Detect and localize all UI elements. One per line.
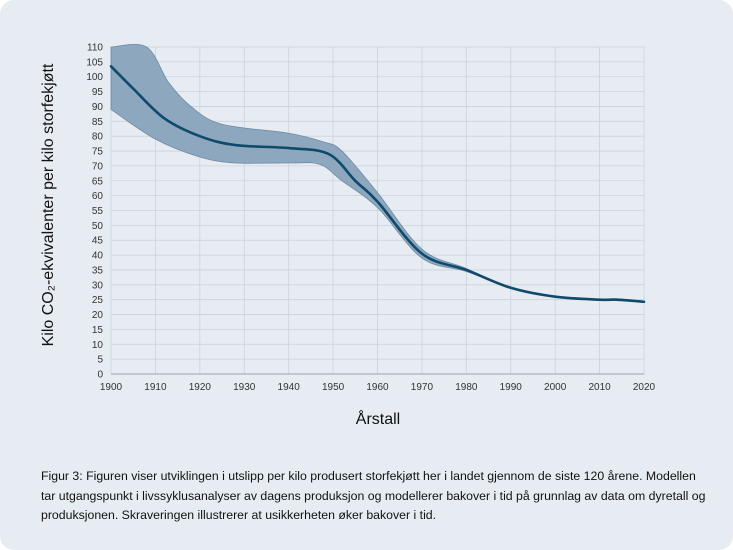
y-tick-label: 75 <box>92 147 104 158</box>
x-tick-label: 1980 <box>455 382 478 393</box>
grid-lines <box>110 46 645 375</box>
line-chart: 0 5 10 15 20 25 30 35 40 45 50 55 60 65 70 75 80 85 90 95 10… <box>40 43 656 429</box>
y-tick-label: 50 <box>92 221 104 232</box>
y-tick-label: 100 <box>86 72 103 83</box>
x-tick-labels: 1900 1910 1920 1930 1940 1950 1960 1970 1980 1990… <box>100 382 656 393</box>
x-tick-label: 1970 <box>411 382 434 393</box>
y-tick-label: 25 <box>92 295 104 306</box>
y-tick-labels: 0 5 10 15 20 25 30 35 40 45 50 55 60 65 70 75 80 85 90 95 10… <box>86 43 103 381</box>
y-tick-label: 10 <box>92 340 104 351</box>
y-tick-label: 60 <box>92 191 104 202</box>
y-tick-label: 80 <box>92 132 104 143</box>
y-tick-label: 40 <box>92 251 104 262</box>
x-tick-label: 1960 <box>366 382 389 393</box>
y-tick-label: 5 <box>97 355 103 366</box>
y-tick-label: 70 <box>92 161 104 172</box>
y-tick-label: 105 <box>86 57 103 68</box>
y-tick-label: 55 <box>92 206 104 217</box>
y-tick-label: 0 <box>97 370 103 381</box>
x-tick-label: 1950 <box>322 382 345 393</box>
series-line <box>109 65 646 304</box>
x-tick-label: 2020 <box>633 382 656 393</box>
x-tick-label: 1910 <box>144 382 167 393</box>
y-tick-label: 35 <box>92 265 104 276</box>
x-tick-label: 2000 <box>544 382 567 393</box>
x-tick-label: 1940 <box>278 382 301 393</box>
figure-caption: Figur 3: Figuren viser utviklingen i uts… <box>41 469 706 523</box>
y-tick-label: 65 <box>92 176 104 187</box>
y-tick-label: 30 <box>92 280 104 291</box>
x-tick-label: 1900 <box>100 382 123 393</box>
y-tick-label: 90 <box>92 102 104 113</box>
x-tick-label: 1990 <box>500 382 523 393</box>
y-tick-label: 85 <box>92 117 104 128</box>
x-tick-label: 2010 <box>588 382 611 393</box>
x-axis-label: Årstall <box>356 409 400 428</box>
y-tick-label: 45 <box>92 236 104 247</box>
y-tick-label: 95 <box>92 87 104 98</box>
x-tick-label: 1930 <box>233 382 256 393</box>
y-tick-label: 20 <box>92 310 104 321</box>
y-axis-label: Kilo CO₂-ekvivalenter per kilo storfekjø… <box>40 63 57 346</box>
y-tick-label: 15 <box>92 325 104 336</box>
x-tick-label: 1920 <box>189 382 212 393</box>
y-tick-label: 110 <box>87 43 103 54</box>
